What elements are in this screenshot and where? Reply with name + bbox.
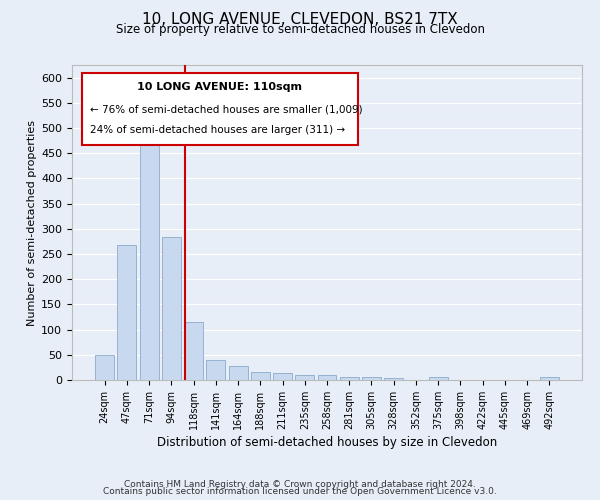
- Bar: [206, 360, 225, 380]
- Text: 24% of semi-detached houses are larger (311) →: 24% of semi-detached houses are larger (…: [90, 125, 345, 135]
- Bar: [273, 374, 292, 380]
- Text: 10, LONG AVENUE, CLEVEDON, BS21 7TX: 10, LONG AVENUE, CLEVEDON, BS21 7TX: [142, 12, 458, 28]
- Bar: [295, 375, 314, 380]
- Bar: [340, 377, 359, 380]
- Bar: [140, 128, 158, 380]
- Bar: [229, 366, 248, 380]
- Y-axis label: Number of semi-detached properties: Number of semi-detached properties: [27, 120, 37, 326]
- Bar: [251, 372, 270, 380]
- Bar: [184, 322, 203, 380]
- Bar: [362, 378, 381, 380]
- Text: 10 LONG AVENUE: 110sqm: 10 LONG AVENUE: 110sqm: [137, 82, 302, 92]
- Text: ← 76% of semi-detached houses are smaller (1,009): ← 76% of semi-detached houses are smalle…: [90, 104, 362, 115]
- Bar: [317, 375, 337, 380]
- Bar: [162, 238, 181, 380]
- Bar: [540, 378, 559, 380]
- Bar: [429, 378, 448, 380]
- Text: Contains HM Land Registry data © Crown copyright and database right 2024.: Contains HM Land Registry data © Crown c…: [124, 480, 476, 489]
- Bar: [95, 355, 114, 380]
- Text: Contains public sector information licensed under the Open Government Licence v3: Contains public sector information licen…: [103, 488, 497, 496]
- FancyBboxPatch shape: [82, 73, 358, 146]
- Text: Size of property relative to semi-detached houses in Clevedon: Size of property relative to semi-detach…: [115, 24, 485, 36]
- Bar: [118, 246, 136, 380]
- Bar: [384, 378, 403, 380]
- X-axis label: Distribution of semi-detached houses by size in Clevedon: Distribution of semi-detached houses by …: [157, 436, 497, 449]
